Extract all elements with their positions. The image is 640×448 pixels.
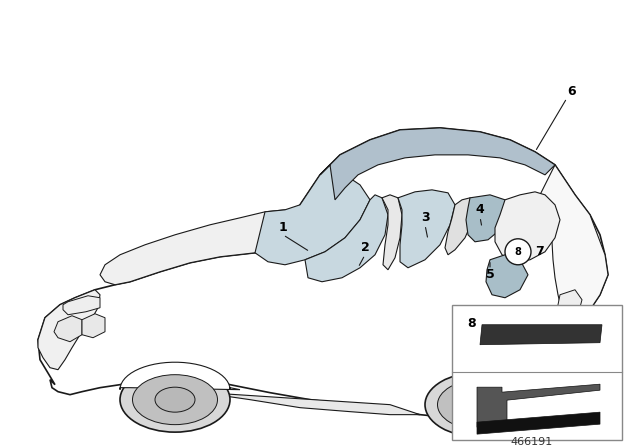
Polygon shape [320,128,555,200]
Polygon shape [63,296,100,315]
Polygon shape [82,314,105,338]
Polygon shape [305,195,388,282]
Polygon shape [570,345,600,395]
Polygon shape [38,290,100,370]
Polygon shape [38,128,608,420]
Text: 466191: 466191 [511,437,553,447]
Text: 5: 5 [486,268,494,281]
Circle shape [505,239,531,265]
Text: 6: 6 [568,86,576,99]
Text: 8: 8 [467,317,476,330]
Polygon shape [54,316,82,342]
Polygon shape [445,198,475,255]
Ellipse shape [425,372,535,437]
Polygon shape [477,412,600,434]
Polygon shape [130,388,420,415]
Ellipse shape [120,367,230,432]
Polygon shape [100,210,295,285]
Text: 2: 2 [360,241,369,254]
Text: 7: 7 [536,246,545,258]
Polygon shape [480,325,602,345]
Ellipse shape [438,379,522,430]
Text: 1: 1 [278,221,287,234]
Polygon shape [540,165,608,345]
Polygon shape [466,195,508,242]
Polygon shape [486,255,528,298]
Ellipse shape [460,392,500,417]
Text: 4: 4 [476,203,484,216]
Text: 8: 8 [515,247,522,257]
Polygon shape [398,190,455,268]
Polygon shape [120,362,240,390]
Polygon shape [255,165,370,265]
Polygon shape [557,290,582,318]
Ellipse shape [155,387,195,412]
Polygon shape [382,195,402,270]
Polygon shape [495,192,560,262]
FancyBboxPatch shape [452,305,622,439]
Ellipse shape [132,375,218,425]
Text: 3: 3 [420,211,429,224]
Polygon shape [477,384,600,427]
